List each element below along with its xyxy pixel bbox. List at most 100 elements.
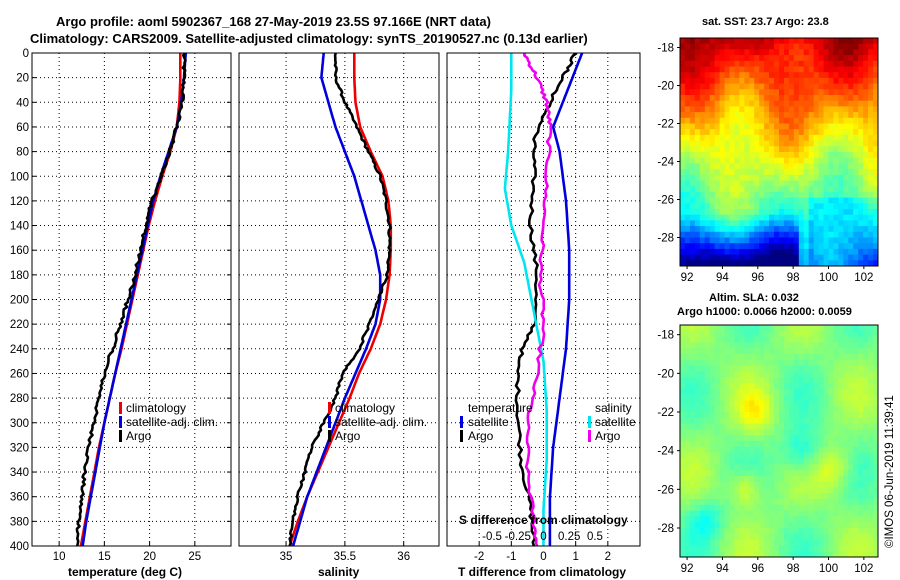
map-cell [783,66,790,73]
map-cell [838,197,844,204]
map-cell [838,365,844,372]
map-cell [838,180,844,187]
map-cell [853,458,859,465]
map-cell [818,516,825,523]
map-cell [808,377,815,384]
map-cell [759,83,765,90]
map-cell [808,342,815,349]
map-cell [739,89,745,96]
map-cell [863,123,869,130]
map-cell [818,412,825,419]
map-cell [680,499,686,506]
map-cell [719,60,726,68]
map-cell [808,146,815,153]
map-cell [759,231,765,239]
map-cell [694,493,701,500]
map-cell [724,330,731,338]
map-cell [680,516,686,523]
map-cell [719,510,726,517]
map-cell [803,545,810,552]
map-cell [779,152,785,159]
map-cell [739,481,745,488]
map-cell [719,77,726,85]
map-cell [779,394,785,401]
map-cell [803,77,810,85]
map-cell [813,359,820,367]
map-cell [689,383,696,390]
map-cell [823,504,830,512]
map-cell [709,481,716,488]
map-cell [724,209,731,216]
map-cell [709,203,716,210]
map-cell [808,157,815,164]
map-cell [798,220,805,227]
map-cell [793,254,800,261]
map-cell [868,55,874,62]
map-cell [724,66,731,73]
map-cell [798,545,805,552]
map-cell [823,231,830,239]
map-cell [823,60,830,68]
map-cell [783,423,790,430]
map-cell [798,191,805,199]
map-cell [744,66,750,73]
map-cell [803,551,810,557]
map-cell [779,470,785,477]
map-cell [868,112,874,119]
map-cell [694,348,701,355]
map-cell [838,191,844,199]
map-cell [749,475,755,483]
map-cell [724,123,731,130]
map-cell [729,237,736,244]
map-cell [680,342,686,349]
map-cell [813,417,820,425]
map-cell [798,60,805,68]
map-cell [783,551,790,557]
map-cell [848,197,854,204]
map-cell [843,359,849,367]
map-cell [788,464,795,471]
map-cell [838,539,844,546]
map-cell [699,400,706,407]
lat-label: -18 [657,330,674,342]
map-cell [863,446,869,454]
map-cell [694,528,701,535]
map-cell [759,157,765,164]
map-cell [873,377,878,384]
map-cell [823,400,830,407]
map-cell [823,134,830,142]
map-cell [680,220,686,227]
salinity-grid [239,53,439,546]
map-cell [823,470,830,477]
map-cell [783,152,790,159]
map-cell [808,209,815,216]
map-cell [739,499,745,506]
map-cell [709,152,716,159]
map-cell [833,77,839,85]
map-cell [843,400,849,407]
map-cell [724,545,731,552]
map-cell [734,551,740,557]
map-cell [759,481,765,488]
map-cell [863,516,869,523]
map-cell [793,49,800,56]
map-cell [709,146,716,153]
map-cell [823,446,830,454]
map-cell [853,539,859,546]
map-cell [838,203,844,210]
map-cell [813,365,820,372]
map-cell [823,371,830,378]
map-cell [684,186,691,193]
map-cell [759,203,765,210]
map-cell [858,377,864,384]
map-cell [694,446,701,454]
map-cell [823,260,830,266]
map-cell [858,475,864,483]
map-cell [838,377,844,384]
map-cell [858,106,864,113]
map-cell [769,169,775,176]
map-cell [709,66,716,73]
map-cell [788,458,795,465]
map-cell [724,394,731,401]
map-cell [818,330,825,338]
